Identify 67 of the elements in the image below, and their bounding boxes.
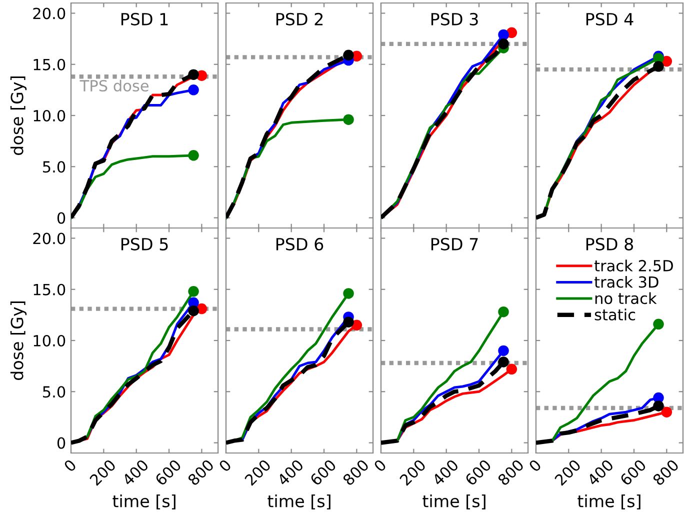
point bbox=[498, 356, 509, 368]
x-tick-label: 600 bbox=[309, 458, 337, 486]
y-tick-label: 15.0 bbox=[34, 58, 66, 70]
legend-label: track 3D bbox=[594, 276, 658, 288]
x-axis-title: time [s] bbox=[422, 494, 486, 510]
x-tick-label: 200 bbox=[244, 458, 272, 486]
x-tick-label: 400 bbox=[122, 458, 150, 486]
chart-title: PSD 5 bbox=[121, 238, 168, 250]
x-tick-label: 800 bbox=[187, 458, 214, 486]
point bbox=[498, 38, 509, 50]
legend-label: static bbox=[594, 308, 636, 320]
x-tick-label: 0 bbox=[373, 458, 387, 472]
x-tick-label: 200 bbox=[89, 458, 116, 486]
point bbox=[498, 306, 509, 318]
point bbox=[343, 288, 354, 299]
legend-label: no track bbox=[595, 292, 657, 304]
x-tick-label: 800 bbox=[342, 458, 370, 486]
ref-line-label: TPS dose bbox=[80, 80, 149, 92]
point bbox=[498, 345, 509, 356]
point bbox=[343, 316, 354, 328]
chart-title: PSD 4 bbox=[586, 12, 634, 26]
y-axis-title: dose [Gy] bbox=[10, 76, 27, 155]
chart-title: PSD 7 bbox=[431, 238, 478, 250]
point bbox=[661, 406, 672, 418]
x-axis-title: time [s] bbox=[268, 494, 330, 510]
x-tick-label: 800 bbox=[497, 458, 524, 486]
x-tick-label: 600 bbox=[619, 458, 647, 486]
x-tick-label: 400 bbox=[432, 458, 460, 486]
x-tick-label: 200 bbox=[399, 458, 426, 486]
point bbox=[188, 69, 199, 80]
y-tick-label: 0 bbox=[57, 437, 66, 449]
x-tick-label: 600 bbox=[154, 458, 182, 486]
x-axis-title: time [s] bbox=[112, 494, 176, 510]
y-tick-label: 10.0 bbox=[34, 334, 66, 347]
y-tick-label: 15.0 bbox=[34, 284, 66, 296]
x-tick-label: 0 bbox=[528, 458, 542, 472]
chart-title: PSD 8 bbox=[586, 238, 634, 250]
chart-title: PSD 3 bbox=[431, 12, 478, 26]
point bbox=[506, 364, 518, 375]
x-tick-label: 0 bbox=[218, 458, 232, 472]
point bbox=[653, 61, 664, 72]
x-tick-label: 600 bbox=[464, 458, 492, 486]
y-tick-label: 10.0 bbox=[34, 110, 66, 122]
legend-label: track 2.5D bbox=[594, 260, 673, 272]
point bbox=[498, 29, 509, 40]
point bbox=[188, 286, 199, 297]
x-tick-label: 400 bbox=[276, 458, 304, 486]
point bbox=[188, 84, 199, 96]
y-tick-label: 20.0 bbox=[33, 8, 66, 20]
y-tick-label: 5.0 bbox=[43, 386, 66, 398]
y-tick-label: 0 bbox=[57, 212, 66, 224]
point bbox=[188, 150, 199, 161]
point bbox=[653, 318, 664, 330]
point bbox=[343, 50, 354, 61]
chart-title: PSD 6 bbox=[276, 238, 324, 250]
chart-title: PSD 1 bbox=[121, 12, 168, 26]
point bbox=[653, 400, 664, 412]
x-tick-label: 800 bbox=[652, 458, 680, 486]
point bbox=[188, 305, 199, 316]
y-axis-title: dose [Gy] bbox=[10, 302, 27, 380]
chart-title: PSD 2 bbox=[276, 12, 323, 26]
y-tick-label: 5.0 bbox=[43, 161, 66, 173]
point bbox=[343, 114, 354, 125]
x-tick-label: 200 bbox=[554, 458, 582, 486]
x-tick-label: 400 bbox=[586, 458, 614, 486]
y-tick-label: 20.0 bbox=[33, 232, 66, 244]
x-axis-title: time [s] bbox=[578, 494, 640, 510]
